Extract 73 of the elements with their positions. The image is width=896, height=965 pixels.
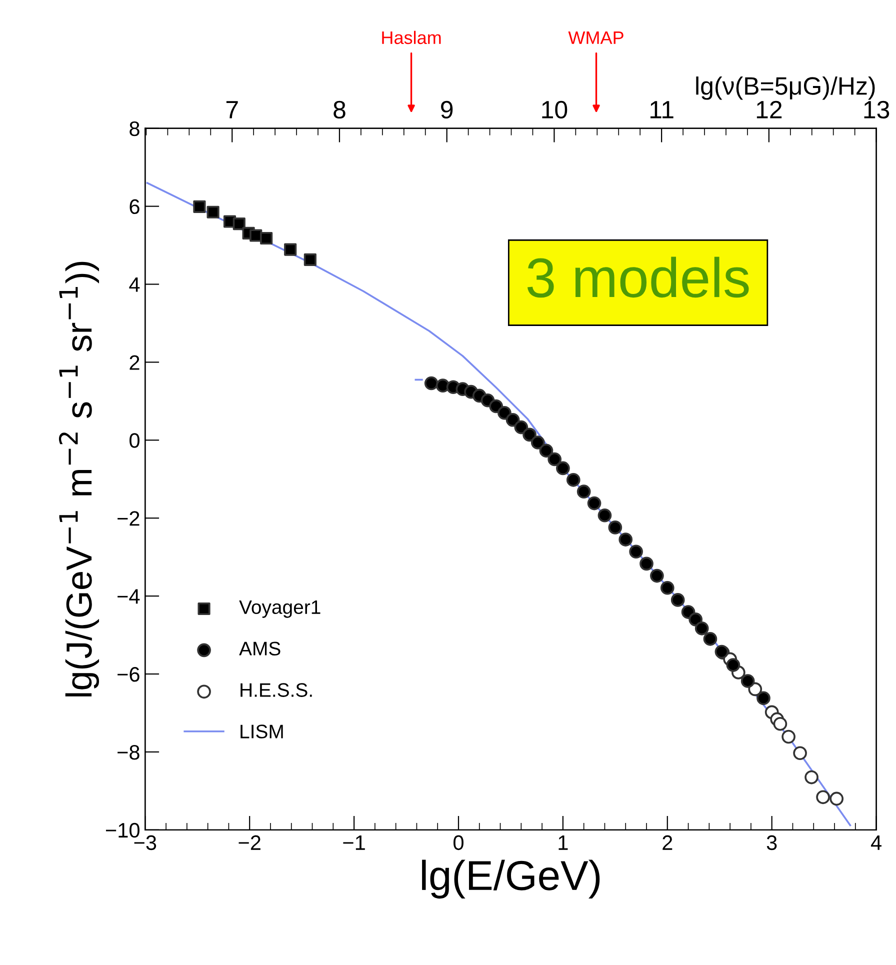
- point: [587, 496, 602, 510]
- x-tick-label: 1: [558, 836, 568, 850]
- y-tick-label: −2: [118, 511, 140, 526]
- point: [650, 568, 664, 583]
- legend-label: LISM: [240, 724, 283, 738]
- y-tick-label: 6: [130, 199, 140, 214]
- point: [703, 632, 718, 646]
- point: [773, 716, 788, 731]
- y-tick-label: 0: [130, 433, 140, 448]
- y-tick-label: 2: [130, 355, 140, 370]
- point: [556, 461, 570, 476]
- y-tick-label: 8: [130, 121, 140, 136]
- point: [206, 206, 220, 218]
- point: [250, 229, 262, 242]
- point: [816, 790, 830, 804]
- point: [782, 730, 796, 744]
- x-tick-label: −1: [343, 836, 365, 850]
- x2-tick-label: 13: [864, 100, 890, 119]
- x2-tick-label: 8: [334, 100, 346, 119]
- legend-label: H.E.S.S.: [240, 683, 312, 697]
- y-tick-label: −6: [118, 667, 140, 682]
- legend-label: AMS: [239, 642, 280, 656]
- text: lg(J/(GeV$^{−1}$ m$^{−2}$ s$^{−1}$ sr$^{−1}$)): [58, 262, 100, 696]
- x-tick-label: 0: [454, 835, 464, 850]
- point: [193, 200, 206, 213]
- x2-tick-label: 7: [226, 101, 238, 118]
- point: [608, 520, 622, 534]
- point: [756, 691, 770, 706]
- point: [539, 444, 554, 458]
- line-series: [146, 182, 852, 826]
- x2-tick-label: 9: [441, 100, 453, 119]
- point: [284, 243, 297, 256]
- x2-tick-label: 10: [542, 100, 568, 119]
- x2-tick-label: 12: [756, 100, 782, 118]
- point: [232, 218, 246, 230]
- text: Haslam: [382, 30, 441, 44]
- point: [629, 544, 643, 559]
- point: [424, 376, 438, 390]
- point: [804, 770, 818, 784]
- point: [688, 612, 703, 626]
- point: [726, 658, 740, 672]
- point: [670, 593, 685, 607]
- point: [548, 452, 562, 466]
- point: [830, 792, 844, 806]
- legend-label: Voyager1: [239, 600, 320, 618]
- y-tick-label: −8: [118, 744, 140, 760]
- point: [576, 484, 591, 499]
- point: [522, 428, 536, 442]
- point: [598, 508, 612, 522]
- point: [304, 253, 316, 266]
- y-tick-label: −4: [118, 589, 140, 604]
- x-axis-title: lg(E/GeV): [422, 860, 600, 899]
- x-tick-label: 4: [870, 836, 882, 850]
- point: [530, 436, 545, 450]
- point: [260, 232, 273, 245]
- y-tick-label: 4: [129, 277, 140, 292]
- point: [740, 674, 755, 688]
- x-tick-label: 2: [662, 835, 672, 850]
- point: [506, 412, 520, 427]
- point: [618, 532, 633, 546]
- x-tick-label: −2: [238, 835, 260, 850]
- point: [793, 746, 807, 760]
- text: WMAP: [568, 32, 624, 44]
- point: [694, 621, 709, 636]
- x-tick-label: 3: [766, 835, 777, 850]
- x2-tick-label: 11: [650, 101, 674, 118]
- x2-axis-title: lg(ν(B=5μG)/Hz): [696, 76, 875, 100]
- point: [660, 580, 674, 595]
- point: [498, 406, 512, 420]
- annotation: 3 models: [527, 256, 749, 298]
- point: [640, 556, 654, 571]
- point: [514, 420, 528, 434]
- point: [566, 472, 580, 487]
